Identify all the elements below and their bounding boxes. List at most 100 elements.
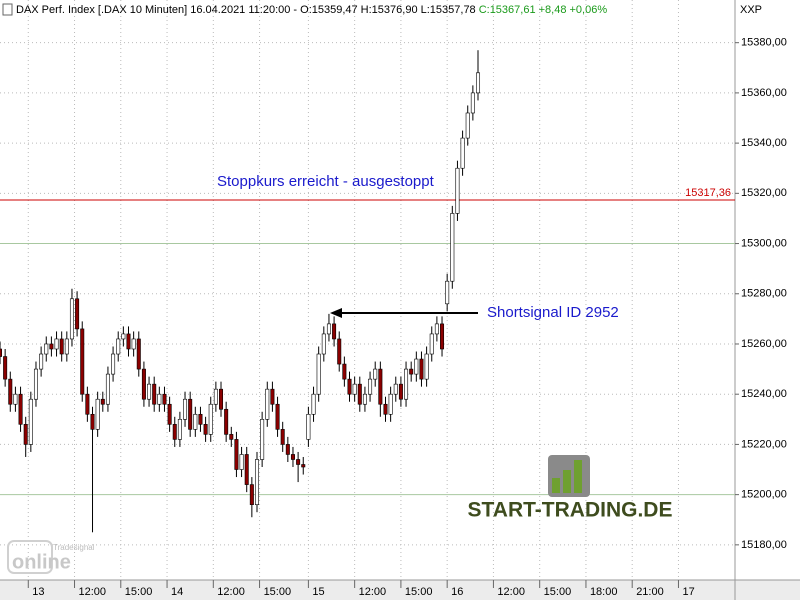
candle-body: [193, 413, 198, 430]
candle-body: [172, 424, 177, 440]
candle-body: [141, 368, 146, 400]
candle-body: [126, 333, 131, 350]
candle-body: [39, 353, 44, 370]
header-change: C:15367,61 +8,48 +0,06%: [479, 4, 608, 16]
x-tick-label: 12:00: [79, 586, 107, 598]
candle-body: [321, 333, 326, 355]
candle-body: [316, 353, 321, 395]
candle-body: [275, 403, 280, 430]
x-tick-label: 18:00: [590, 586, 618, 598]
candle-body: [470, 92, 475, 114]
candle-body: [167, 403, 172, 425]
vendor-sub: online: [12, 551, 71, 573]
candle-body: [80, 328, 85, 395]
x-tick-label: 15:00: [405, 586, 433, 598]
reference-label: 15317,36: [685, 187, 731, 199]
candle-body: [306, 413, 311, 440]
x-tick-label: 16: [451, 586, 463, 598]
candle-body: [290, 454, 295, 460]
candle-body: [18, 393, 23, 425]
candle-body: [393, 383, 398, 395]
header: DAX Perf. Index [.DAX 10 Minuten] 16.04.…: [16, 4, 607, 16]
axis-name: XXP: [740, 4, 762, 16]
candle-body: [90, 413, 95, 430]
candle-body: [301, 464, 306, 468]
candle-body: [239, 454, 244, 470]
candle-body: [162, 393, 167, 405]
grid: [0, 0, 735, 580]
y-tick-label: 15200,00: [741, 489, 787, 501]
candle-body: [198, 413, 203, 425]
candle-body: [383, 403, 388, 415]
candle-body: [213, 388, 218, 405]
x-tick-label: 15: [312, 586, 324, 598]
x-tick-label: 12:00: [497, 586, 525, 598]
candle-body: [254, 459, 259, 505]
candle-body: [362, 393, 367, 405]
vendor-box: [7, 540, 53, 574]
candle-body: [244, 454, 249, 485]
candle-body: [116, 338, 121, 355]
candle-body: [229, 434, 234, 440]
candle-body: [332, 323, 337, 340]
candles: [0, 50, 481, 533]
y-axis-band: [735, 0, 800, 580]
annotation: Stoppkurs erreicht - ausgestoppt: [217, 173, 435, 190]
candle-body: [208, 403, 213, 435]
candle-body: [69, 298, 74, 340]
header-text: DAX Perf. Index [.DAX 10 Minuten] 16.04.…: [16, 4, 476, 16]
candle-body: [434, 323, 439, 335]
y-tick-label: 15340,00: [741, 137, 787, 149]
candle-body: [131, 338, 136, 350]
candle-body: [64, 338, 69, 355]
candle-body: [177, 419, 182, 440]
candle-body: [59, 338, 64, 355]
candle-body: [219, 388, 224, 410]
candle-body: [476, 72, 481, 94]
candle-body: [373, 368, 378, 380]
candle-body: [44, 343, 49, 355]
candle-body: [105, 373, 110, 405]
candle-body: [147, 383, 152, 400]
candle-body: [265, 388, 270, 420]
candle-body: [296, 459, 301, 465]
candle-body: [326, 323, 331, 335]
candle-body: [455, 167, 460, 214]
candle-body: [95, 398, 100, 430]
site-logo: START-TRADING.DE: [468, 455, 672, 522]
logo-bar: [574, 460, 582, 493]
candle-body: [311, 393, 316, 415]
candle-body: [121, 333, 126, 340]
candle-body: [378, 368, 383, 405]
x-tick-label: 15:00: [544, 586, 572, 598]
x-tick-label: 12:00: [217, 586, 245, 598]
candle-body: [100, 398, 105, 405]
candle-body: [111, 353, 116, 375]
y-tick-label: 15220,00: [741, 438, 787, 450]
candle-body: [445, 280, 450, 305]
vendor-text: Tradesignal: [53, 543, 95, 552]
candle-body: [13, 393, 18, 405]
logo-bar: [563, 470, 571, 493]
candle-body: [460, 137, 465, 169]
candle-body: [414, 358, 419, 375]
y-tick-label: 15360,00: [741, 87, 787, 99]
candle-body: [54, 338, 59, 350]
y-tick-label: 15260,00: [741, 338, 787, 350]
candle-body: [450, 213, 455, 282]
vendor-logo: Tradesignal online: [7, 540, 95, 574]
candle-body: [234, 439, 239, 470]
candle-body: [285, 444, 290, 455]
candle-body: [260, 419, 265, 460]
annotation: Shortsignal ID 2952: [487, 304, 619, 321]
candle-body: [136, 338, 141, 370]
candle-body: [270, 388, 275, 405]
candle-body: [368, 378, 373, 395]
x-tick-label: 15:00: [125, 586, 153, 598]
candle-body: [249, 484, 254, 505]
candle-body: [152, 383, 157, 405]
candle-body: [419, 358, 424, 380]
candle-body: [28, 398, 33, 445]
y-tick-label: 15240,00: [741, 388, 787, 400]
